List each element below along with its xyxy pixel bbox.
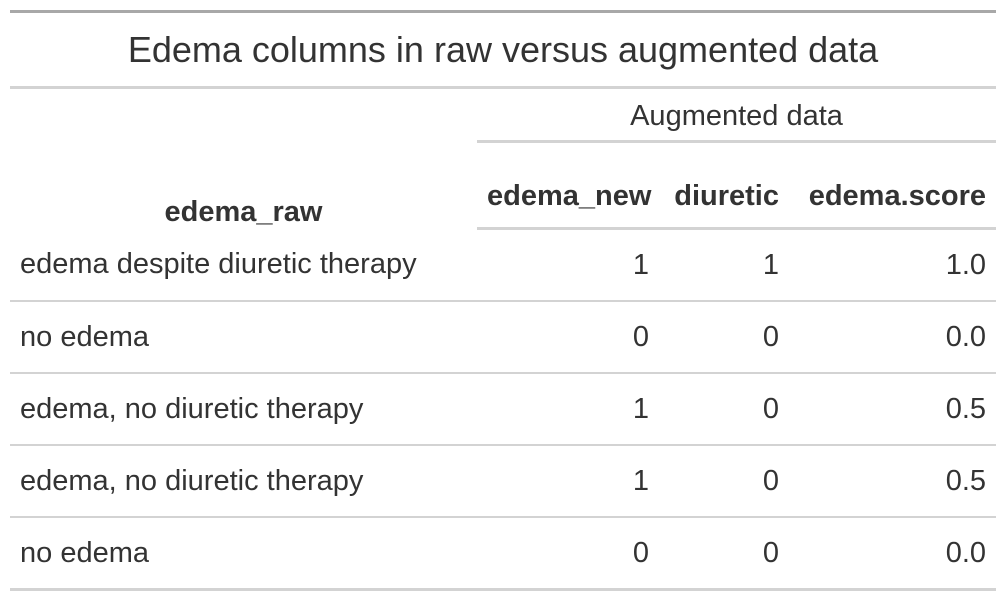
table-row: edema, no diuretic therapy 1 0 0.5 <box>10 444 997 517</box>
cell-edema-raw: no edema <box>10 516 477 590</box>
cell-edema-score: 0.5 <box>789 372 997 445</box>
cell-edema-score: 0.0 <box>789 300 997 373</box>
cell-diuretic: 0 <box>659 372 789 445</box>
cell-edema-raw: edema despite diuretic therapy <box>20 247 417 280</box>
cell-edema-raw: edema, no diuretic therapy <box>10 444 477 517</box>
cell-diuretic: 0 <box>659 516 789 590</box>
column-header-edema-score: edema.score <box>789 151 997 230</box>
table-title: Edema columns in raw versus augmented da… <box>10 11 997 89</box>
cell-edema-raw: edema, no diuretic therapy <box>10 372 477 445</box>
cell-edema-raw: no edema <box>10 300 477 373</box>
cell-diuretic: 0 <box>659 444 789 517</box>
cell-edema-new: 0 <box>477 516 659 590</box>
spanner-augmented-data: Augmented data <box>477 88 997 152</box>
cell-edema-new: 1 <box>477 372 659 445</box>
table-row: edema despite diuretic therapy 1 1 1.0 <box>10 229 996 302</box>
column-header-edema-new: edema_new <box>477 151 659 230</box>
cell-diuretic: 1 <box>762 248 779 281</box>
cell-diuretic: 0 <box>659 300 789 373</box>
table-container: Edema columns in raw versus augmented da… <box>10 10 997 591</box>
data-table: Edema columns in raw versus augmented da… <box>10 10 997 591</box>
table-row: edema, no diuretic therapy 1 0 0.5 <box>10 372 997 445</box>
cell-edema-score: 1.0 <box>945 248 987 281</box>
spanner-label: Augmented data <box>477 98 997 143</box>
column-header-diuretic: diuretic <box>659 151 789 230</box>
cell-edema-new: 0 <box>477 300 659 373</box>
table-row: no edema 0 0 0.0 <box>10 516 997 590</box>
column-header-edema-raw: edema_raw <box>164 195 323 228</box>
cell-edema-new: 1 <box>632 248 649 281</box>
cell-edema-new: 1 <box>477 444 659 517</box>
table-row: no edema 0 0 0.0 <box>10 300 997 373</box>
cell-edema-score: 0.5 <box>789 444 997 517</box>
cell-edema-score: 0.0 <box>789 516 997 590</box>
